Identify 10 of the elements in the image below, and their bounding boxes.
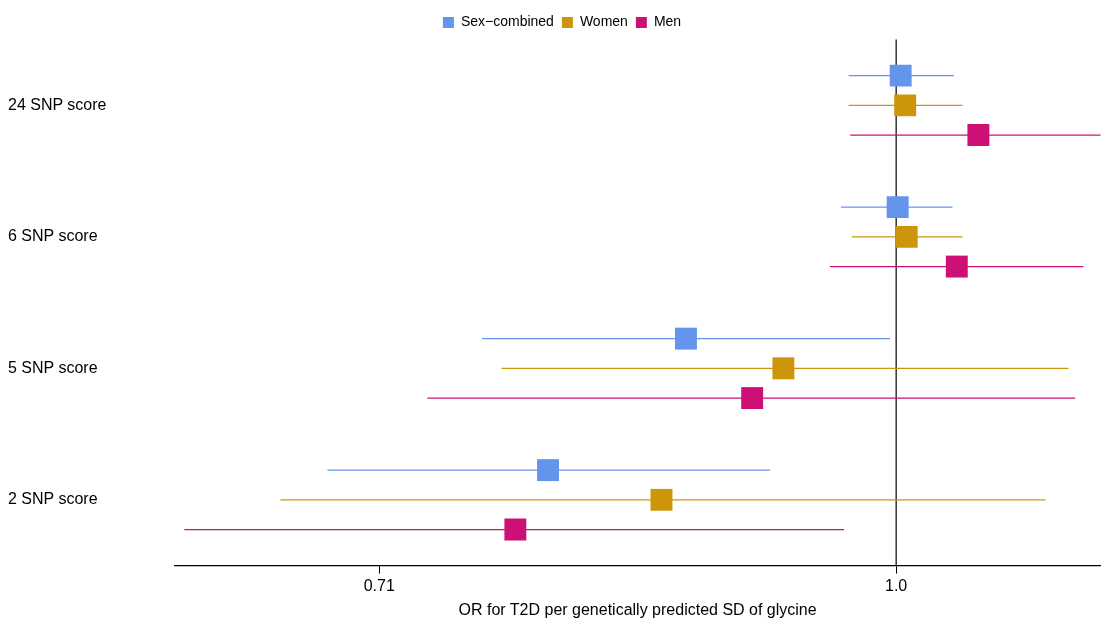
y-tick-label: 6 SNP score — [8, 227, 98, 245]
legend-label: Sex−combined — [460, 13, 554, 30]
x-tick-label: 0.71 — [363, 576, 395, 594]
legend-label: Men — [653, 13, 682, 30]
x-tick-label: 1.0 — [885, 576, 908, 594]
y-tick-label: 5 SNP score — [8, 358, 98, 376]
x-axis-title: OR for T2D per genetically predicted SD of glycine — [458, 600, 817, 618]
y-tick-label: 2 SNP score — [8, 490, 98, 508]
legend-label: Women — [579, 13, 628, 30]
y-tick-label: 24 SNP score — [8, 95, 107, 113]
